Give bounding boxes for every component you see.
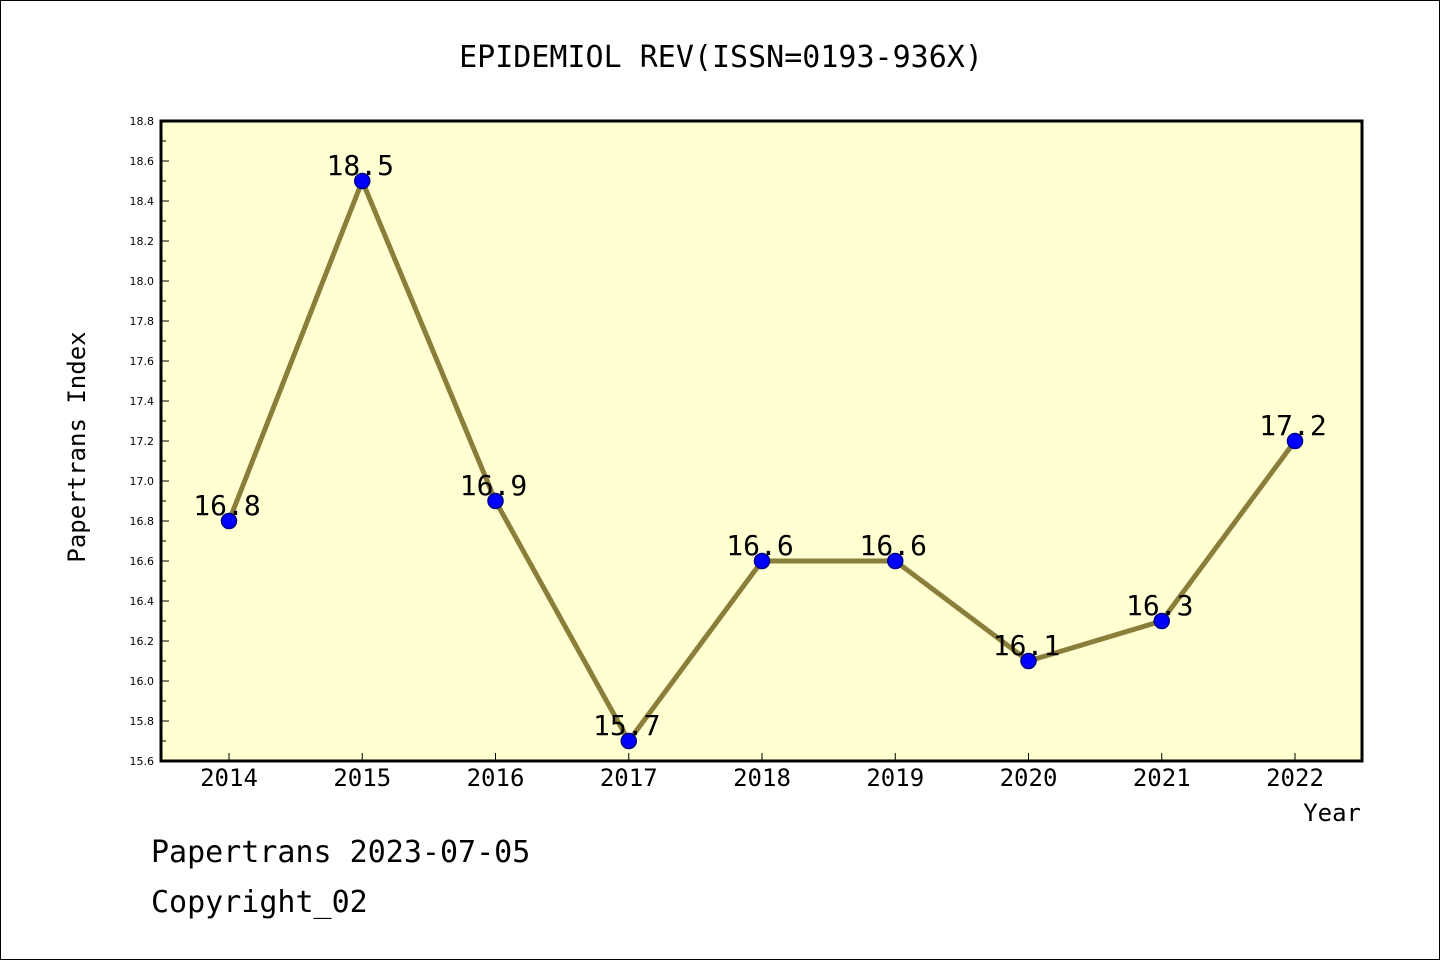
data-label: 16.9 (460, 469, 527, 502)
data-point (487, 492, 504, 510)
y-tick-label: 15.8 (130, 715, 155, 728)
x-axis-label: Year (1303, 799, 1361, 827)
data-label: 16.6 (726, 529, 793, 562)
data-point (887, 552, 904, 570)
y-tick-label: 16.4 (130, 595, 155, 608)
data-label: 15.7 (593, 709, 660, 742)
y-tick-label: 17.6 (130, 355, 155, 368)
data-label: 18.5 (327, 149, 394, 182)
x-tick-label: 2017 (600, 764, 658, 792)
x-tick-label: 2015 (333, 764, 391, 792)
data-label: 16.6 (860, 529, 927, 562)
y-tick-label: 16.0 (130, 675, 155, 688)
x-tick-label: 2016 (467, 764, 525, 792)
y-axis-label: Papertrans Index (63, 331, 91, 562)
data-point (620, 732, 637, 750)
y-tick-label: 16.8 (130, 515, 155, 528)
plot-area (161, 121, 1362, 761)
data-point (220, 512, 238, 530)
footer-copyright-text: Copyright_02 (151, 885, 368, 920)
x-tick-label: 2014 (200, 764, 258, 792)
x-tick-label: 2018 (733, 764, 791, 792)
y-tick-label: 18.8 (130, 115, 155, 128)
x-tick-label: 2019 (866, 764, 924, 792)
y-tick-label: 16.2 (130, 635, 155, 648)
x-tick-label: 2021 (1133, 764, 1191, 792)
y-tick-label: 17.4 (130, 395, 155, 408)
chart-title: EPIDEMIOL REV(ISSN=0193-936X) (459, 40, 983, 75)
data-point (1020, 652, 1037, 670)
plot-border (159, 119, 1364, 763)
y-tick-label: 17.0 (130, 475, 155, 488)
y-tick-label: 18.2 (130, 235, 155, 248)
y-tick-label: 16.6 (130, 555, 155, 568)
data-point (354, 172, 371, 190)
data-label: 17.2 (1259, 409, 1326, 442)
data-label: 16.3 (1126, 589, 1193, 622)
footer-date-text: Papertrans 2023-07-05 (151, 835, 531, 870)
y-tick-label: 17.8 (130, 315, 155, 328)
data-point (753, 552, 771, 570)
x-tick-label: 2020 (1000, 764, 1058, 792)
data-label: 16.1 (993, 629, 1060, 662)
data-label: 16.8 (193, 489, 260, 522)
y-tick-label: 15.6 (130, 755, 155, 768)
data-point (1286, 432, 1304, 450)
data-point (1153, 612, 1170, 630)
x-tick-label: 2022 (1266, 764, 1324, 792)
y-tick-label: 18.4 (130, 195, 155, 208)
y-tick-label: 18.6 (130, 155, 155, 168)
y-tick-label: 18.0 (130, 275, 155, 288)
y-tick-label: 17.2 (130, 435, 155, 448)
